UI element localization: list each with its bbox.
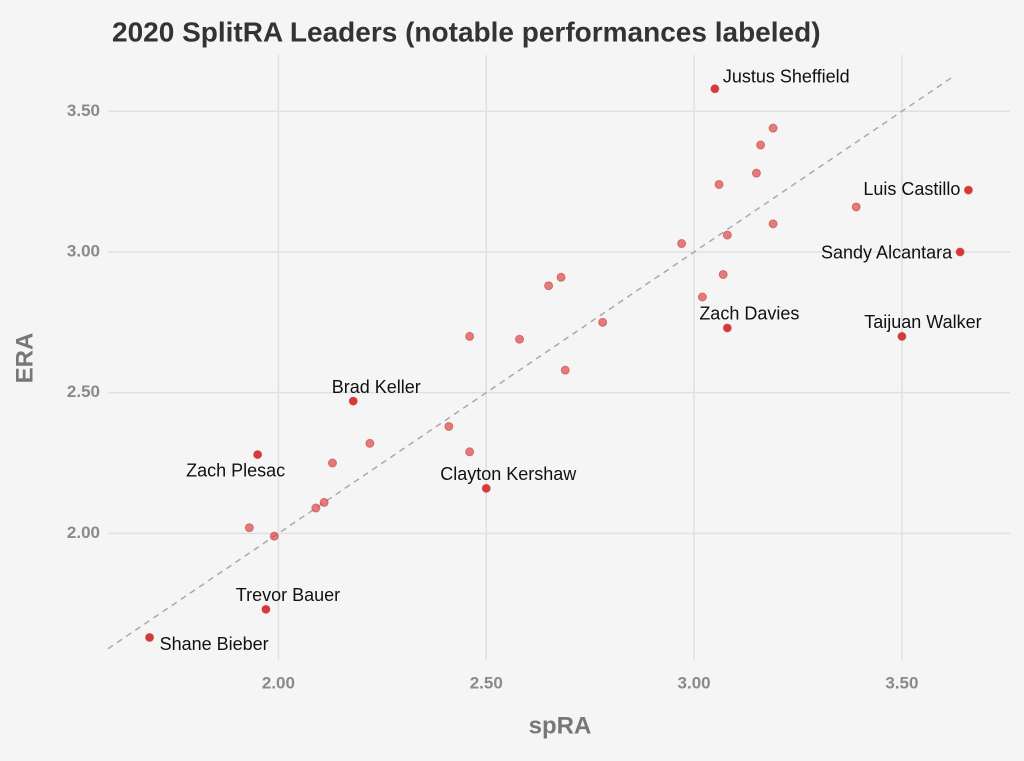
x-tick-label: 3.00 [678,673,711,692]
data-point [327,458,337,468]
data-point [544,281,554,291]
data-point [244,523,254,533]
data-point [556,272,566,282]
data-point [722,230,732,240]
data-point [598,317,608,327]
x-tick-label: 3.50 [885,673,918,692]
data-point [851,202,861,212]
y-tick-label: 2.50 [67,382,100,401]
data-point [145,632,155,642]
data-point [751,168,761,178]
reference-line [107,74,956,650]
data-point [253,450,263,460]
x-tick-label: 2.00 [262,673,295,692]
point-label: Brad Keller [332,377,421,397]
data-point [311,503,321,513]
data-point [365,438,375,448]
data-point [515,334,525,344]
point-label: Shane Bieber [160,634,269,654]
data-point [768,123,778,133]
data-point [963,185,973,195]
data-point [677,239,687,249]
chart-title: 2020 SplitRA Leaders (notable performanc… [112,16,821,47]
data-point [465,447,475,457]
point-label: Justus Sheffield [723,67,850,87]
point-label: Clayton Kershaw [440,464,577,484]
data-point [444,421,454,431]
data-point [319,497,329,507]
data-point [261,604,271,614]
y-axis-label: ERA [11,333,38,384]
x-tick-label: 2.50 [470,673,503,692]
data-point [481,483,491,493]
data-point [955,247,965,257]
y-tick-label: 2.00 [67,523,100,542]
point-label: Taijuan Walker [864,312,981,332]
y-tick-label: 3.00 [67,241,100,260]
data-point [768,219,778,229]
point-label: Luis Castillo [863,179,960,199]
data-point [465,331,475,341]
data-point [269,531,279,541]
data-point [722,323,732,333]
data-point [560,365,570,375]
y-tick-label: 3.50 [67,101,100,120]
point-label: Trevor Bauer [236,585,340,605]
data-point [714,179,724,189]
data-point [710,84,720,94]
data-point [718,269,728,279]
point-label: Zach Plesac [186,460,285,480]
point-label: Sandy Alcantara [821,243,953,263]
x-axis-label: spRA [529,712,592,739]
data-point [897,331,907,341]
point-label: Zach Davies [699,304,799,324]
data-point [697,292,707,302]
data-point [756,140,766,150]
data-point [348,396,358,406]
